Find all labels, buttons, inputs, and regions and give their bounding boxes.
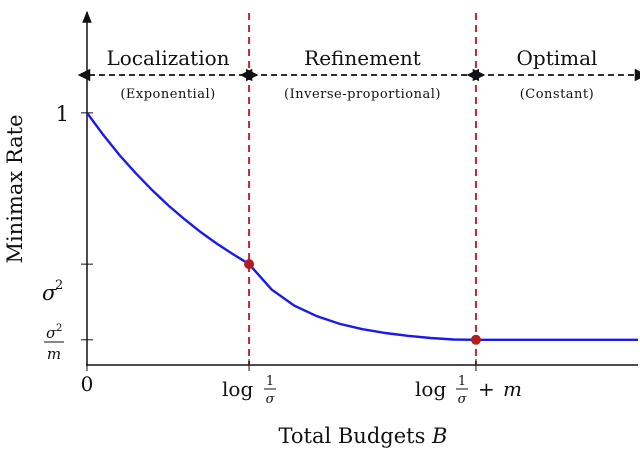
svg-text:σ: σ <box>458 392 468 407</box>
region-sublabel-localization: (Exponential) <box>120 87 215 102</box>
svg-text:σ: σ <box>42 281 57 305</box>
region-label-optimal: Optimal <box>517 46 598 70</box>
svg-text:σ: σ <box>266 392 276 407</box>
svg-text:2: 2 <box>55 278 63 293</box>
svg-text:m: m <box>47 345 61 363</box>
svg-text:1: 1 <box>266 374 274 389</box>
svg-text:2: 2 <box>56 323 62 334</box>
marker-point-2 <box>470 334 481 345</box>
marker-layer <box>244 259 481 345</box>
x-tick-label-log-plus-m: log 1 σ + m <box>415 374 522 407</box>
series-layer <box>86 112 638 341</box>
region-layer: Localization (Exponential) Refinement (Inve… <box>77 46 640 102</box>
y-tick-label-sigma2-over-m: σ 2 m <box>44 323 64 363</box>
svg-text:σ: σ <box>46 324 57 342</box>
y-tick-label-sigma2: σ 2 <box>42 278 63 305</box>
region-label-localization: Localization <box>106 46 229 70</box>
y-axis-label: Minimax Rate <box>3 114 27 263</box>
region-label-refinement: Refinement <box>304 46 421 70</box>
svg-text:m: m <box>503 377 522 401</box>
region-sublabel-refinement: (Inverse-proportional) <box>284 87 441 102</box>
threshold-lines <box>248 13 477 365</box>
svg-text:log: log <box>415 377 446 401</box>
region-sublabel-optimal: (Constant) <box>520 87 595 102</box>
svg-text:1: 1 <box>458 374 466 389</box>
svg-text:+: + <box>478 377 495 401</box>
series-line-1 <box>86 112 638 341</box>
tick-marks <box>81 112 477 371</box>
svg-text:log: log <box>222 377 253 401</box>
x-tick-label-log: log 1 σ <box>222 374 276 407</box>
marker-point-1 <box>244 259 255 270</box>
x-tick-label-zero: 0 <box>81 372 94 396</box>
y-tick-label-one: 1 <box>56 102 69 126</box>
x-axis-label: Total Budgets B <box>279 424 448 448</box>
